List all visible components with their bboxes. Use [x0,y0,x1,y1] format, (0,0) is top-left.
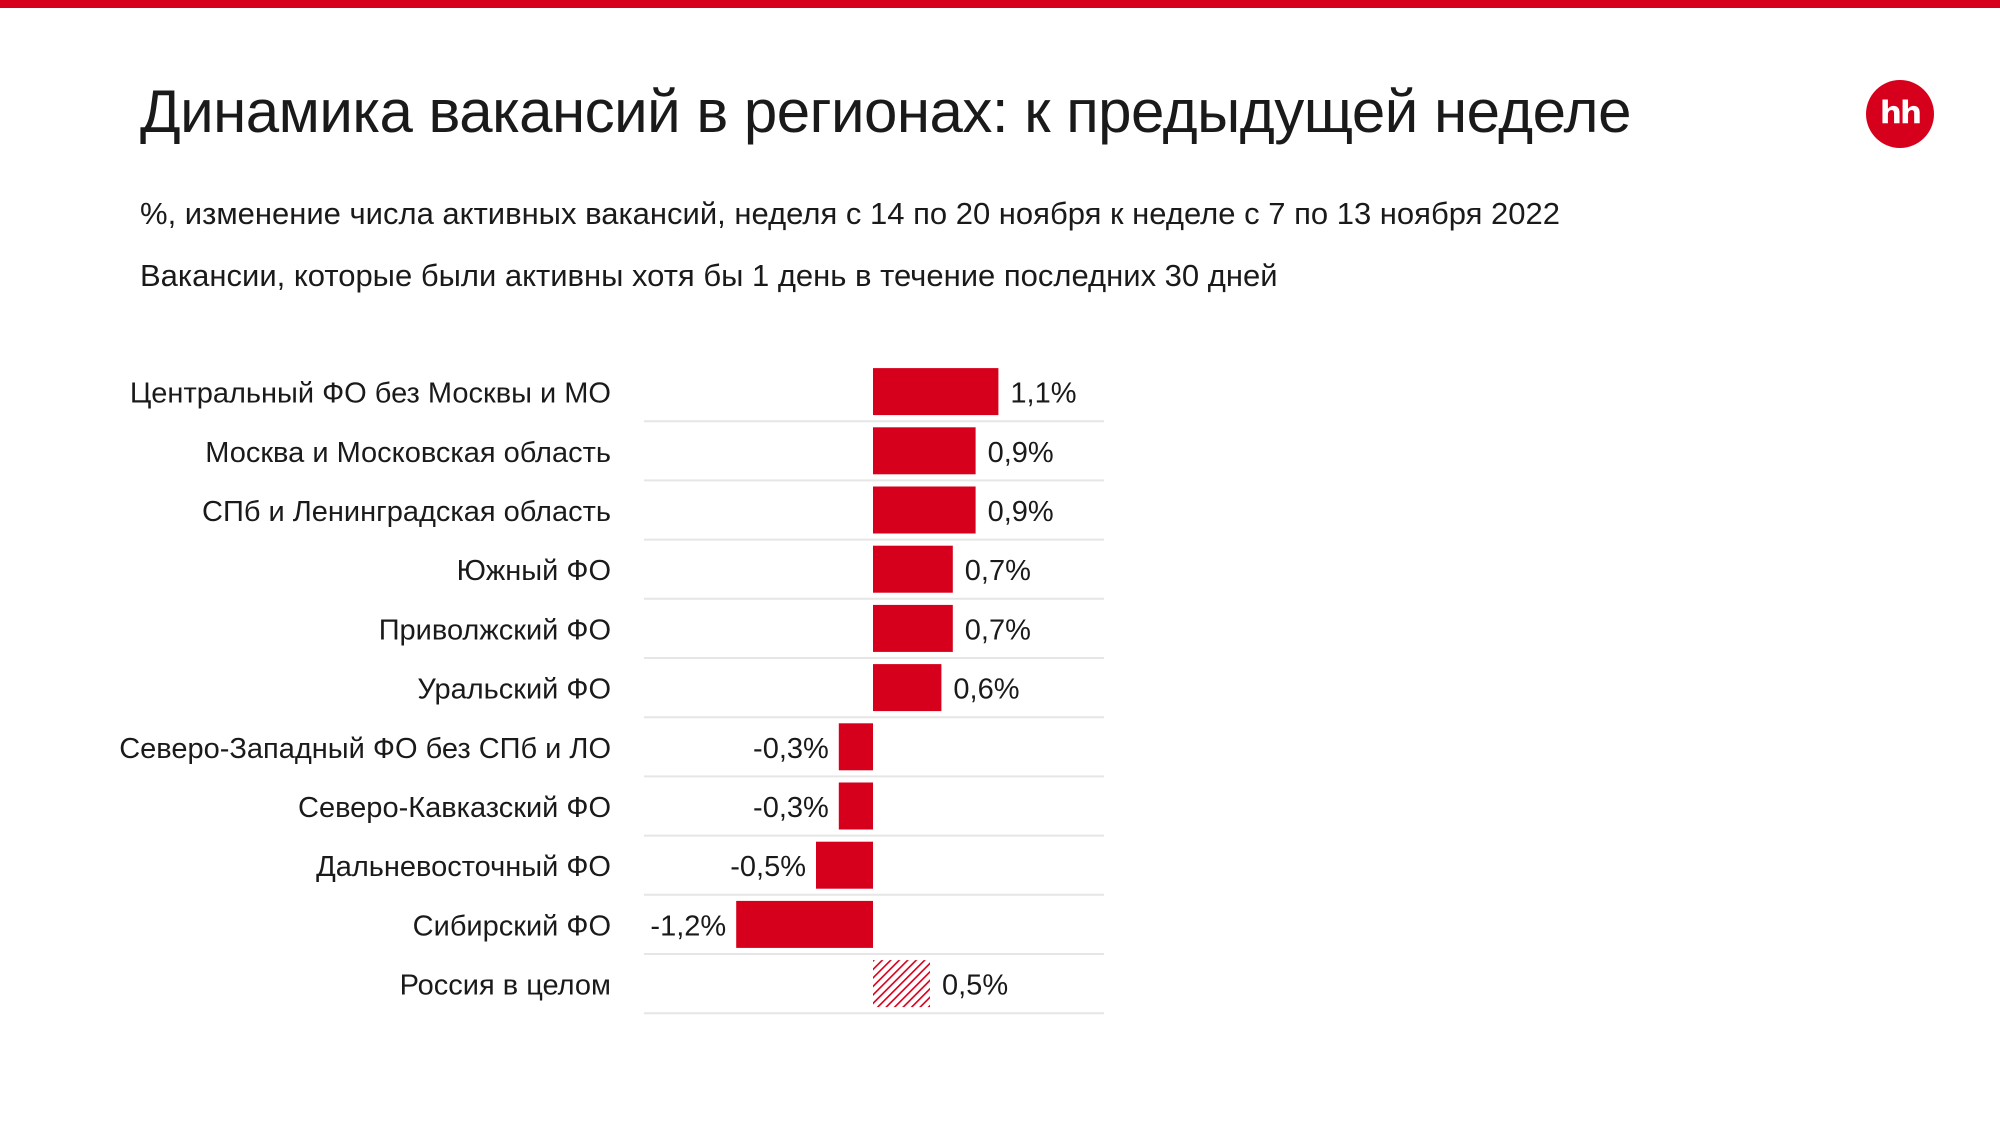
category-label: Центральный ФО без Москвы и МО [130,378,611,410]
bar [873,486,976,534]
value-label: 0,9% [988,496,1054,528]
top-accent-bar [0,0,2000,8]
bar [816,841,873,889]
value-label: -0,5% [730,851,806,883]
category-label: Дальневосточный ФО [316,851,611,883]
bar [873,545,953,593]
value-label: 0,7% [965,614,1031,646]
value-label: 0,6% [953,674,1019,706]
value-label: -0,3% [753,792,829,824]
bar [873,604,953,652]
category-label: СПб и Ленинградская область [202,496,611,528]
category-label: Приволжский ФО [379,614,611,646]
category-label: Москва и Московская область [205,437,611,469]
hh-logo: hh [1866,80,1934,148]
category-label: Уральский ФО [417,674,611,706]
category-label: Сибирский ФО [413,910,611,942]
hh-logo-text: hh [1879,95,1922,131]
value-label: 1,1% [1010,378,1076,410]
value-label: 0,7% [965,555,1031,587]
page-title: Динамика вакансий в регионах: к предыдущ… [140,78,1631,145]
bar [736,900,873,948]
category-label: Южный ФО [457,555,611,587]
bar [873,427,976,475]
bar [873,368,999,416]
value-label: 0,9% [988,437,1054,469]
chart-subtitle-metric: %, изменение числа активных вакансий, не… [140,196,1560,231]
category-label: Северо-Западный ФО без СПб и ЛО [119,733,611,765]
category-label: Северо-Кавказский ФО [298,792,611,824]
bar [838,782,873,830]
bar [873,664,942,712]
bar [838,723,873,771]
value-label: -0,3% [753,733,829,765]
value-label: 0,5% [942,970,1008,1002]
chart-subtitle-definition: Вакансии, которые были активны хотя бы 1… [140,258,1278,293]
bar-total [873,960,930,1008]
category-label: Россия в целом [400,970,611,1002]
value-label: -1,2% [650,910,726,942]
